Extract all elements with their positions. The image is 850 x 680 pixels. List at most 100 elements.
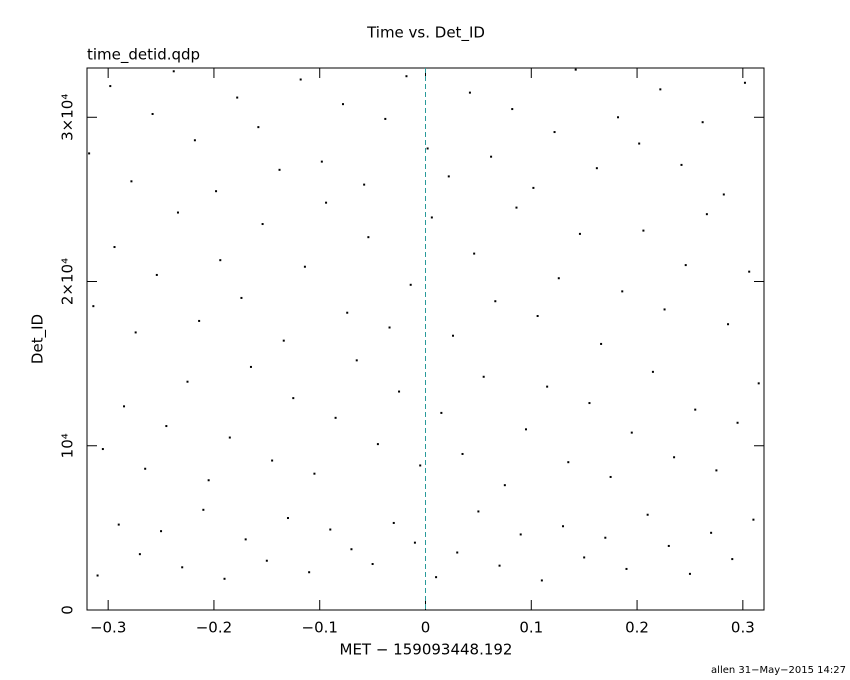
point [176,211,179,214]
x-tick-label: −0.2 [196,619,232,637]
point [215,190,218,193]
point [503,484,506,487]
point [236,96,239,99]
point [409,283,412,286]
point [638,142,641,145]
point [376,443,379,446]
point [646,513,649,516]
point [113,246,116,249]
point [138,553,141,556]
point [265,559,268,562]
point [583,556,586,559]
point [413,541,416,544]
point [532,186,535,189]
point [388,326,391,329]
point [736,421,739,424]
point [334,416,337,419]
point [346,311,349,314]
point [494,300,497,303]
point [651,370,654,373]
point [419,464,422,467]
y-tick-label: 2×10⁴ [59,258,77,305]
point [673,456,676,459]
point [667,544,670,547]
point [461,452,464,455]
point [308,571,311,574]
point [468,91,471,94]
point [355,359,358,362]
point [371,563,374,566]
point [282,339,285,342]
point [546,385,549,388]
point [642,229,645,232]
point [193,139,196,142]
point [604,536,607,539]
point [341,103,344,106]
point [701,121,704,124]
point [303,265,306,268]
point [228,436,231,439]
footer: allen 31−May−2015 14:27 [711,665,846,676]
y-tick-label: 3×10⁴ [59,94,77,141]
point [617,116,620,119]
point [722,193,725,196]
x-tick-label: 0 [421,619,431,637]
point [286,517,289,520]
point [477,510,480,513]
point [271,459,274,462]
point [621,290,624,293]
point [223,577,226,580]
point [536,315,539,318]
point [447,175,450,178]
point [160,530,163,533]
point [134,331,137,334]
point [101,448,104,451]
point [515,206,518,209]
point [688,572,691,575]
point [172,70,175,73]
point [426,147,429,150]
point [430,216,433,219]
point [398,390,401,393]
point [207,479,210,482]
point [574,68,577,71]
point [320,160,323,163]
point [524,428,527,431]
point [329,528,332,531]
point [588,402,591,405]
y-tick-label: 0 [59,605,77,615]
point [151,112,154,115]
x-tick-label: −0.1 [302,619,338,637]
point [752,518,755,521]
point [473,252,476,255]
point [313,472,316,475]
point [482,375,485,378]
point [299,78,302,81]
point [694,408,697,411]
x-tick-label: 0.3 [731,619,755,637]
point [498,564,501,567]
point [165,425,168,428]
point [659,88,662,91]
point [384,117,387,120]
point [292,397,295,400]
point [684,264,687,267]
x-axis-label: MET − 159093448.192 [340,641,513,659]
point [244,538,247,541]
point [367,236,370,239]
point [325,201,328,204]
y-axis-label: Det_ID [29,314,48,364]
point [92,305,95,308]
point [511,108,514,111]
point [186,380,189,383]
point [181,566,184,569]
point [567,461,570,464]
point [363,183,366,186]
point [456,551,459,554]
point [405,75,408,78]
point [715,469,718,472]
point [630,431,633,434]
point [578,232,581,235]
